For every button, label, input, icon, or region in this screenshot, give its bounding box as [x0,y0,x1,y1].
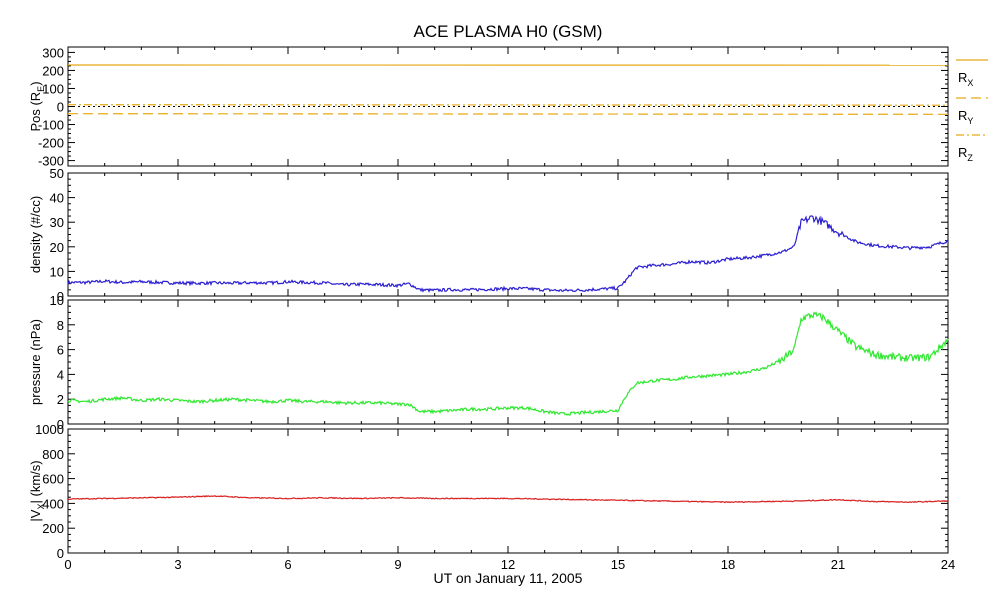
x-axis-label: UT on January 11, 2005 [434,570,583,586]
y-tick-label: 30 [50,215,64,230]
panel-frame [67,172,949,297]
y-tick-label: 400 [42,496,64,511]
y-tick-label: 2 [57,392,64,407]
series-line-3 [67,495,949,504]
y-tick-label: -100 [38,118,64,133]
y-tick-label: 1000 [35,422,64,437]
y-axis-label-sub: X [36,504,46,510]
y-tick-label: -300 [38,154,64,169]
x-tick-label: 12 [501,557,515,572]
y-axis-label: |VX| (km/s) [28,460,46,521]
x-tick-label: 21 [831,557,845,572]
panel-1: 50 40 30 20 10 0 density (#/cc) [28,166,949,304]
y-tick-label: 0 [57,289,64,304]
x-tick-label: 9 [394,557,401,572]
series-line-2 [67,311,949,416]
y-tick-label: 0 [57,100,64,115]
chart-title: ACE PLASMA H0 (GSM) [414,22,603,41]
panel-2: 10 8 6 4 2 0 pressure (nPa) [28,293,949,432]
series-line-1 [67,113,949,115]
y-tick-label: 600 [42,472,64,487]
x-tick-label: 24 [941,557,955,572]
y-axis-label: pressure (nPa) [28,319,43,405]
legend-label-1: RY [958,108,973,126]
y-axis-label-tail: ) [28,81,43,85]
y-tick-label: 4 [57,367,64,382]
series-line-1 [67,215,949,293]
y-tick-label: -200 [38,136,64,151]
y-axis-label: density (#/cc) [28,196,43,273]
x-tick-label: 0 [64,557,71,572]
panel-frame [67,428,949,554]
y-tick-label: 300 [42,45,64,60]
x-tick-label: 15 [611,557,625,572]
y-tick-label: 0 [57,417,64,432]
y-axis-label-main: |V [28,509,43,521]
y-tick-label: 200 [42,521,64,536]
y-axis-label-main: density (#/cc) [28,196,43,273]
y-tick-label: 0 [57,546,64,561]
y-axis-label-main: pressure (nPa) [28,319,43,405]
y-axis-label-tail: | (km/s) [28,460,43,503]
y-tick-label: 20 [50,240,64,255]
y-tick-label: 10 [50,293,64,308]
panel-frame [67,299,949,425]
y-tick-label: 40 [50,191,64,206]
y-tick-label: 6 [57,343,64,358]
y-tick-label: 10 [50,264,64,279]
series-line-2 [67,104,949,106]
y-axis-label-main: Pos (R [28,92,43,132]
panel-3: 1000 800 600 400 200 0 |VX| (km/s) [28,422,949,561]
legend-label-0: RX [958,70,973,88]
y-tick-label: 800 [42,447,64,462]
y-tick-label: 200 [42,63,64,78]
y-axis-label: Pos (RE) [28,81,46,131]
y-axis-label-sub: E [36,86,46,92]
y-tick-label: 100 [42,81,64,96]
legend-label-2: RZ [958,145,973,163]
x-tick-label: 6 [284,557,291,572]
y-tick-label: 50 [50,166,64,181]
x-tick-label: 3 [174,557,181,572]
panel-0: 300 200 100 0 -100 -200 -300 Pos (RE) RX RY RZ [28,45,988,169]
x-tick-label: 18 [721,557,735,572]
y-tick-label: 8 [57,318,64,333]
